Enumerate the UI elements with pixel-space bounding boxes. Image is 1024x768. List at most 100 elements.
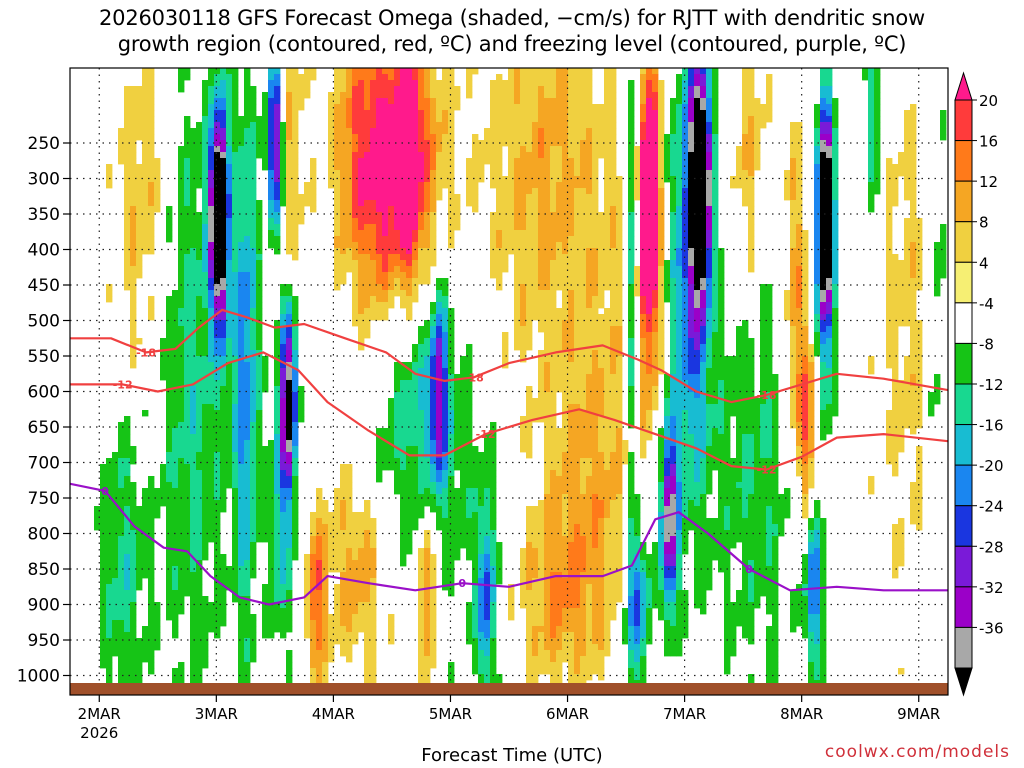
omega-cell: [244, 68, 251, 75]
omega-cell: [124, 536, 131, 543]
omega-cell: [430, 356, 437, 363]
omega-cell: [382, 122, 389, 129]
omega-cell: [406, 290, 413, 297]
omega-cell: [304, 200, 311, 207]
omega-cell: [244, 554, 251, 561]
omega-cell: [244, 524, 251, 531]
omega-cell: [418, 254, 425, 261]
omega-cell: [424, 176, 431, 183]
omega-cell: [448, 176, 455, 183]
omega-cell: [256, 470, 263, 477]
omega-cell: [550, 98, 557, 105]
omega-cell: [238, 212, 245, 219]
omega-cell: [256, 500, 263, 507]
omega-cell: [544, 320, 551, 327]
omega-cell: [424, 224, 431, 231]
omega-cell: [202, 146, 209, 153]
omega-cell: [178, 152, 185, 159]
omega-cell: [406, 416, 413, 423]
omega-cell: [418, 122, 425, 129]
omega-cell: [466, 554, 473, 561]
omega-cell: [334, 278, 341, 285]
omega-cell: [130, 170, 137, 177]
omega-cell: [334, 98, 341, 105]
omega-cell: [292, 104, 299, 111]
omega-cell: [502, 188, 509, 195]
omega-cell: [148, 302, 155, 309]
omega-cell: [370, 104, 377, 111]
omega-cell: [214, 110, 221, 117]
omega-cell: [358, 98, 365, 105]
omega-cell: [244, 632, 251, 639]
omega-cell: [106, 176, 113, 183]
omega-cell: [460, 542, 467, 549]
omega-cell: [184, 428, 191, 435]
omega-cell: [226, 224, 233, 231]
omega-cell: [196, 416, 203, 423]
omega-cell: [268, 614, 275, 621]
omega-cell: [256, 152, 263, 159]
omega-cell: [196, 542, 203, 549]
omega-cell: [190, 428, 197, 435]
omega-cell: [520, 332, 527, 339]
omega-cell: [292, 80, 299, 87]
omega-cell: [286, 116, 293, 123]
omega-cell: [250, 452, 257, 459]
omega-cell: [544, 506, 551, 513]
omega-cell: [274, 560, 281, 567]
omega-cell: [538, 314, 545, 321]
omega-cell: [496, 110, 503, 117]
omega-cell: [412, 344, 419, 351]
omega-cell: [544, 404, 551, 411]
omega-cell: [202, 518, 209, 525]
omega-cell: [538, 626, 545, 633]
omega-cell: [232, 548, 239, 555]
omega-cell: [112, 584, 119, 591]
omega-cell: [214, 500, 221, 507]
omega-cell: [472, 548, 479, 555]
omega-cell: [130, 362, 137, 369]
omega-cell: [118, 548, 125, 555]
omega-cell: [148, 116, 155, 123]
omega-cell: [202, 548, 209, 555]
omega-cell: [292, 308, 299, 315]
omega-cell: [262, 506, 269, 513]
omega-cell: [388, 68, 395, 75]
omega-cell: [220, 170, 227, 177]
omega-cell: [340, 128, 347, 135]
omega-cell: [190, 200, 197, 207]
omega-cell: [424, 650, 431, 657]
omega-cell: [538, 566, 545, 573]
omega-cell: [274, 392, 281, 399]
omega-cell: [412, 368, 419, 375]
omega-cell: [196, 656, 203, 663]
omega-cell: [274, 104, 281, 111]
omega-cell: [250, 116, 257, 123]
omega-cell: [502, 224, 509, 231]
omega-cell: [352, 98, 359, 105]
omega-cell: [526, 560, 533, 567]
omega-cell: [166, 332, 173, 339]
omega-cell: [478, 518, 485, 525]
omega-cell: [280, 494, 287, 501]
omega-cell: [184, 440, 191, 447]
omega-cell: [412, 494, 419, 501]
omega-cell: [178, 182, 185, 189]
omega-cell: [178, 578, 185, 585]
omega-cell: [328, 146, 335, 153]
omega-cell: [454, 104, 461, 111]
omega-cell: [274, 464, 281, 471]
omega-cell: [454, 524, 461, 531]
omega-cell: [202, 188, 209, 195]
omega-cell: [226, 578, 233, 585]
omega-cell: [418, 368, 425, 375]
omega-cell: [148, 530, 155, 537]
omega-cell: [310, 554, 317, 561]
omega-cell: [406, 308, 413, 315]
omega-cell: [262, 626, 269, 633]
omega-cell: [130, 590, 137, 597]
omega-cell: [394, 380, 401, 387]
omega-cell: [190, 224, 197, 231]
omega-cell: [442, 314, 449, 321]
omega-cell: [250, 632, 257, 639]
